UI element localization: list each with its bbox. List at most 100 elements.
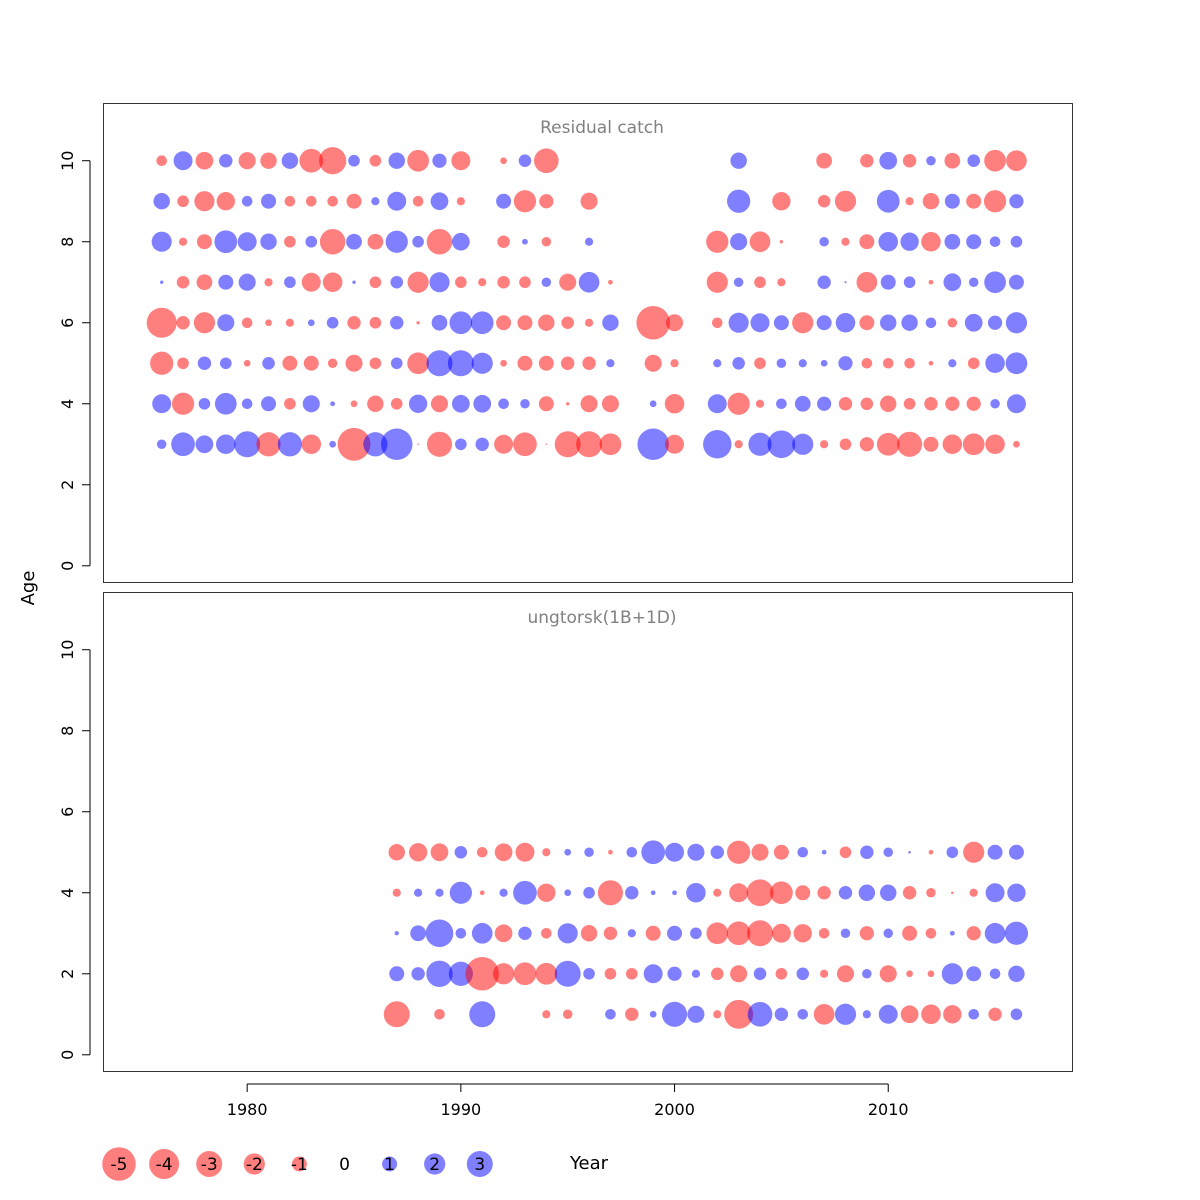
residual-bubble — [381, 428, 413, 461]
residual-bubble — [432, 153, 447, 168]
residual-bubble — [388, 844, 405, 861]
x-axis: 1980 1990 2000 2010 — [227, 1083, 909, 1119]
residual-bubble — [672, 890, 677, 896]
residual-bubble — [902, 154, 917, 168]
residual-bubble — [470, 311, 494, 335]
residual-bubble — [608, 279, 613, 285]
residual-bubble — [667, 925, 683, 941]
y-tick-label: 6 — [58, 318, 77, 328]
legend-label: -4 — [156, 1155, 173, 1175]
residual-bubble — [966, 966, 982, 982]
residual-bubble — [561, 316, 574, 330]
residual-bubble — [195, 435, 214, 454]
residual-bubble — [879, 151, 898, 170]
residual-bubble — [749, 231, 771, 253]
residual-bubble — [820, 359, 828, 367]
residual-bubble — [797, 1008, 809, 1020]
legend-label: 0 — [339, 1155, 350, 1175]
residual-bubble — [748, 432, 772, 456]
residual-bubble — [303, 355, 319, 371]
residual-bubble — [984, 271, 1006, 294]
residual-bubble — [173, 151, 193, 171]
residual-bubble — [465, 957, 499, 991]
residual-bubble — [860, 154, 874, 168]
residual-bubble — [538, 396, 554, 412]
residual-bubble — [923, 436, 939, 452]
residual-bubble — [879, 965, 897, 983]
residual-bubble — [984, 922, 1006, 944]
residual-bubble — [882, 357, 894, 369]
residual-bubble — [517, 315, 533, 331]
residual-bubble — [906, 970, 913, 978]
residual-bubble — [746, 879, 774, 907]
residual-bubble — [626, 846, 638, 858]
residual-bubble — [1005, 352, 1028, 375]
residual-bubble — [1008, 274, 1024, 290]
residual-bubble — [216, 434, 236, 455]
residual-bubble — [713, 1010, 722, 1019]
residual-bubble — [305, 195, 317, 207]
residual-bubble — [219, 154, 233, 168]
residual-bubble — [564, 889, 572, 897]
residual-bubble — [539, 194, 554, 209]
residual-bubble — [583, 967, 595, 980]
residual-bubble — [948, 359, 957, 368]
residual-bubble — [795, 885, 811, 901]
residual-bubble — [775, 967, 788, 980]
residual-bubble — [730, 152, 747, 169]
legend-label: -2 — [246, 1155, 263, 1175]
residual-bubble — [876, 432, 900, 456]
residual-bubble — [984, 149, 1006, 172]
residual-bubble — [541, 927, 552, 939]
residual-bubble — [426, 960, 453, 987]
residual-bubble — [584, 318, 594, 327]
residual-bubble — [921, 231, 941, 252]
residual-bubble — [797, 846, 809, 858]
residual-bubble — [498, 398, 509, 410]
y-tick-label: 6 — [58, 807, 77, 817]
residual-bubble — [880, 274, 896, 290]
residual-bubble — [985, 883, 1005, 903]
residual-bubble — [963, 841, 985, 863]
residual-bubble — [535, 962, 558, 985]
residual-bubble — [905, 197, 914, 206]
residual-bubble — [583, 886, 595, 899]
residual-bubble — [734, 440, 743, 449]
residual-bubble — [150, 351, 174, 375]
residual-bubble — [214, 230, 238, 254]
legend-bubble — [102, 1147, 136, 1181]
legend-bubble — [291, 1156, 307, 1172]
residual-bubble — [243, 359, 251, 367]
residual-bubble — [580, 395, 598, 413]
residual-bubble — [327, 195, 338, 207]
residual-bubble — [430, 192, 449, 211]
residual-bubble — [710, 845, 724, 859]
residual-bubble — [767, 430, 796, 459]
residual-bubble — [217, 314, 235, 332]
residual-bubble — [858, 884, 876, 901]
x-tick-label: 2000 — [654, 1100, 695, 1119]
y-axis-title: Age — [18, 571, 39, 606]
residual-bubble — [407, 352, 429, 375]
residual-bubble — [861, 357, 873, 369]
residual-bubble — [602, 314, 619, 331]
residual-bubble — [196, 274, 213, 291]
residual-bubble — [537, 883, 556, 902]
residual-bubble — [307, 319, 315, 327]
residual-bubble — [562, 1009, 573, 1020]
residual-bubble — [726, 921, 751, 946]
residual-bubble — [755, 399, 765, 408]
residual-bubble — [214, 392, 237, 415]
residual-bubble — [859, 315, 875, 331]
residual-bubble — [305, 235, 318, 248]
residual-bubble — [926, 155, 936, 166]
residual-bubble — [687, 1005, 705, 1023]
residual-bubble — [645, 925, 661, 941]
residual-bubble — [983, 190, 1007, 213]
residual-bubble — [151, 231, 172, 252]
residual-bubble — [517, 355, 533, 371]
residual-bubble — [496, 315, 512, 331]
residual-bubble — [987, 315, 1003, 330]
panel-frame — [103, 592, 1073, 1072]
residual-bubble — [1010, 235, 1023, 248]
